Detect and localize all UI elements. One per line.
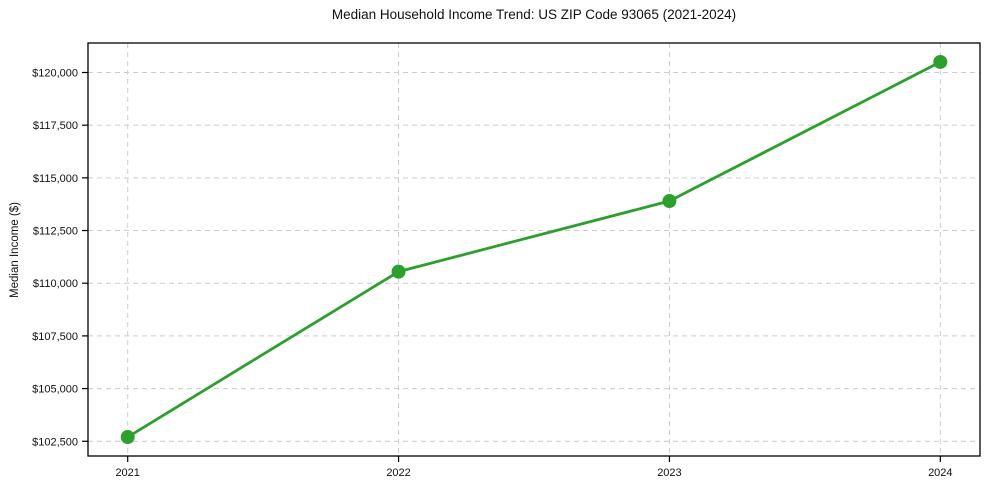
data-point [933, 54, 948, 69]
y-tick-label: $110,000 [33, 278, 78, 290]
data-point [391, 264, 406, 279]
x-tick-label: 2022 [386, 467, 410, 479]
y-tick-label: $117,500 [33, 120, 78, 132]
y-tick-label: $115,000 [33, 173, 78, 185]
x-tick-label: 2021 [115, 467, 139, 479]
plot-frame [87, 42, 981, 457]
y-axis-label: Median Income ($) [9, 202, 21, 298]
data-point [662, 194, 677, 209]
y-tick-label: $102,500 [32, 436, 78, 448]
y-tick-label: $107,500 [32, 331, 78, 343]
y-tick-label: $112,500 [33, 226, 78, 238]
trend-line [126, 60, 942, 439]
y-tick-label: $105,000 [32, 384, 78, 396]
x-tick-label: 2024 [928, 467, 952, 479]
x-tick-label: 2023 [657, 467, 681, 479]
chart-title: Median Household Income Trend: US ZIP Co… [331, 7, 737, 22]
data-point [120, 430, 135, 445]
y-tick-label: $120,000 [32, 68, 78, 80]
